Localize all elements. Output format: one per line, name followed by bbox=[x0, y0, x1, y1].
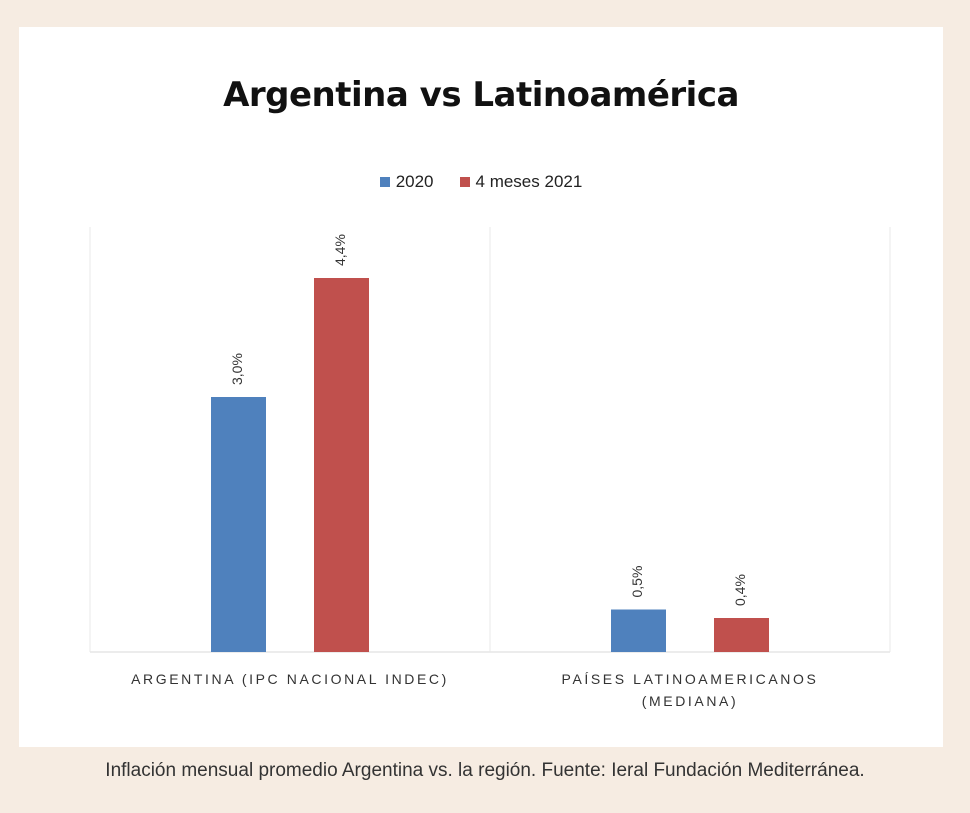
figure-caption: Inflación mensual promedio Argentina vs.… bbox=[105, 760, 865, 781]
legend-item-2020: 2020 bbox=[379, 172, 434, 192]
chart-plot: 3,0% 4,4% ARGENTINA (IPC NACIONAL INDEC) 0,… bbox=[89, 227, 891, 709]
data-label: 4,4% bbox=[332, 234, 348, 266]
chart-panel: Argentina vs Latinoamérica 2020 4 meses … bbox=[19, 27, 943, 747]
legend-label-2020: 2020 bbox=[395, 172, 434, 191]
chart-legend: 2020 4 meses 2021 bbox=[19, 172, 943, 192]
category-label: (MEDIANA) bbox=[642, 693, 739, 709]
data-label: 3,0% bbox=[229, 353, 245, 385]
bar-2020-1 bbox=[611, 609, 666, 652]
legend-item-2021: 4 meses 2021 bbox=[459, 172, 583, 192]
data-label: 0,5% bbox=[629, 566, 645, 598]
bar-2021-1 bbox=[714, 618, 769, 652]
category-label: ARGENTINA (IPC NACIONAL INDEC) bbox=[131, 671, 449, 687]
data-label: 0,4% bbox=[732, 574, 748, 606]
legend-label-2021: 4 meses 2021 bbox=[475, 172, 583, 191]
chart-title: Argentina vs Latinoamérica bbox=[223, 75, 739, 115]
bar-2020-0 bbox=[211, 397, 266, 652]
legend-swatch-2020 bbox=[379, 177, 390, 187]
legend-swatch-2021 bbox=[459, 177, 470, 187]
bar-2021-0 bbox=[314, 278, 369, 652]
category-label: PAÍSES LATINOAMERICANOS bbox=[562, 671, 819, 687]
